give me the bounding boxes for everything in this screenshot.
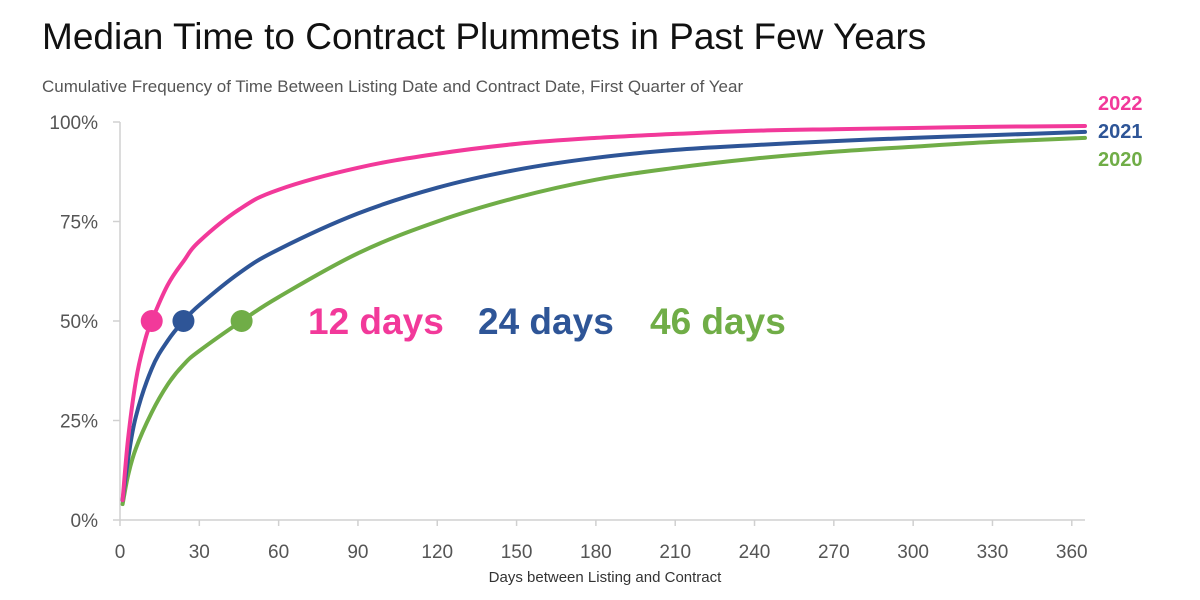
x-ticks: 0 30 60 90 120 150 180 210 240 270 300 330 360 bbox=[115, 520, 1088, 563]
x-tick-label: 300 bbox=[897, 542, 929, 563]
x-tick-label: 120 bbox=[421, 542, 453, 563]
median-labels: 12 days 24 days 46 days bbox=[308, 301, 786, 342]
y-tick-label: 50% bbox=[60, 312, 98, 333]
x-tick-label: 30 bbox=[189, 542, 210, 563]
median-marker-2020 bbox=[230, 310, 253, 332]
chart-title: Median Time to Contract Plummets in Past… bbox=[42, 16, 927, 57]
x-axis-label: Days between Listing and Contract bbox=[489, 569, 722, 586]
x-tick-label: 180 bbox=[580, 542, 612, 563]
median-label-2020: 46 days bbox=[650, 301, 786, 342]
x-tick-label: 150 bbox=[501, 542, 533, 563]
x-tick-label: 90 bbox=[347, 542, 368, 563]
x-tick-label: 240 bbox=[739, 542, 771, 563]
x-tick-label: 210 bbox=[659, 542, 691, 563]
y-ticks: 0% 25% 50% 75% 100% bbox=[49, 113, 120, 532]
legend-label-2022: 2022 bbox=[1098, 93, 1143, 115]
series-line-2022 bbox=[120, 124, 1087, 503]
y-tick-label: 25% bbox=[60, 412, 98, 433]
median-marker-2021 bbox=[172, 310, 195, 332]
series-line-2021 bbox=[120, 129, 1087, 503]
x-tick-label: 270 bbox=[818, 542, 850, 563]
median-label-2022: 12 days bbox=[308, 301, 444, 342]
median-markers bbox=[140, 310, 253, 332]
y-tick-label: 0% bbox=[71, 511, 99, 532]
chart-subtitle: Cumulative Frequency of Time Between Lis… bbox=[42, 77, 744, 96]
legend-label-2020: 2020 bbox=[1098, 149, 1143, 171]
x-tick-label: 360 bbox=[1056, 542, 1088, 563]
x-tick-label: 0 bbox=[115, 542, 126, 563]
y-tick-label: 100% bbox=[49, 113, 98, 134]
median-marker-2022 bbox=[140, 310, 163, 332]
legend-label-2021: 2021 bbox=[1098, 121, 1143, 143]
legend-labels: 2022 2021 2020 bbox=[1098, 93, 1143, 171]
series-lines bbox=[120, 124, 1087, 507]
series-line-2020 bbox=[120, 135, 1087, 507]
x-tick-label: 330 bbox=[977, 542, 1009, 563]
median-label-2021: 24 days bbox=[478, 301, 614, 342]
x-tick-label: 60 bbox=[268, 542, 289, 563]
y-tick-label: 75% bbox=[60, 213, 98, 234]
